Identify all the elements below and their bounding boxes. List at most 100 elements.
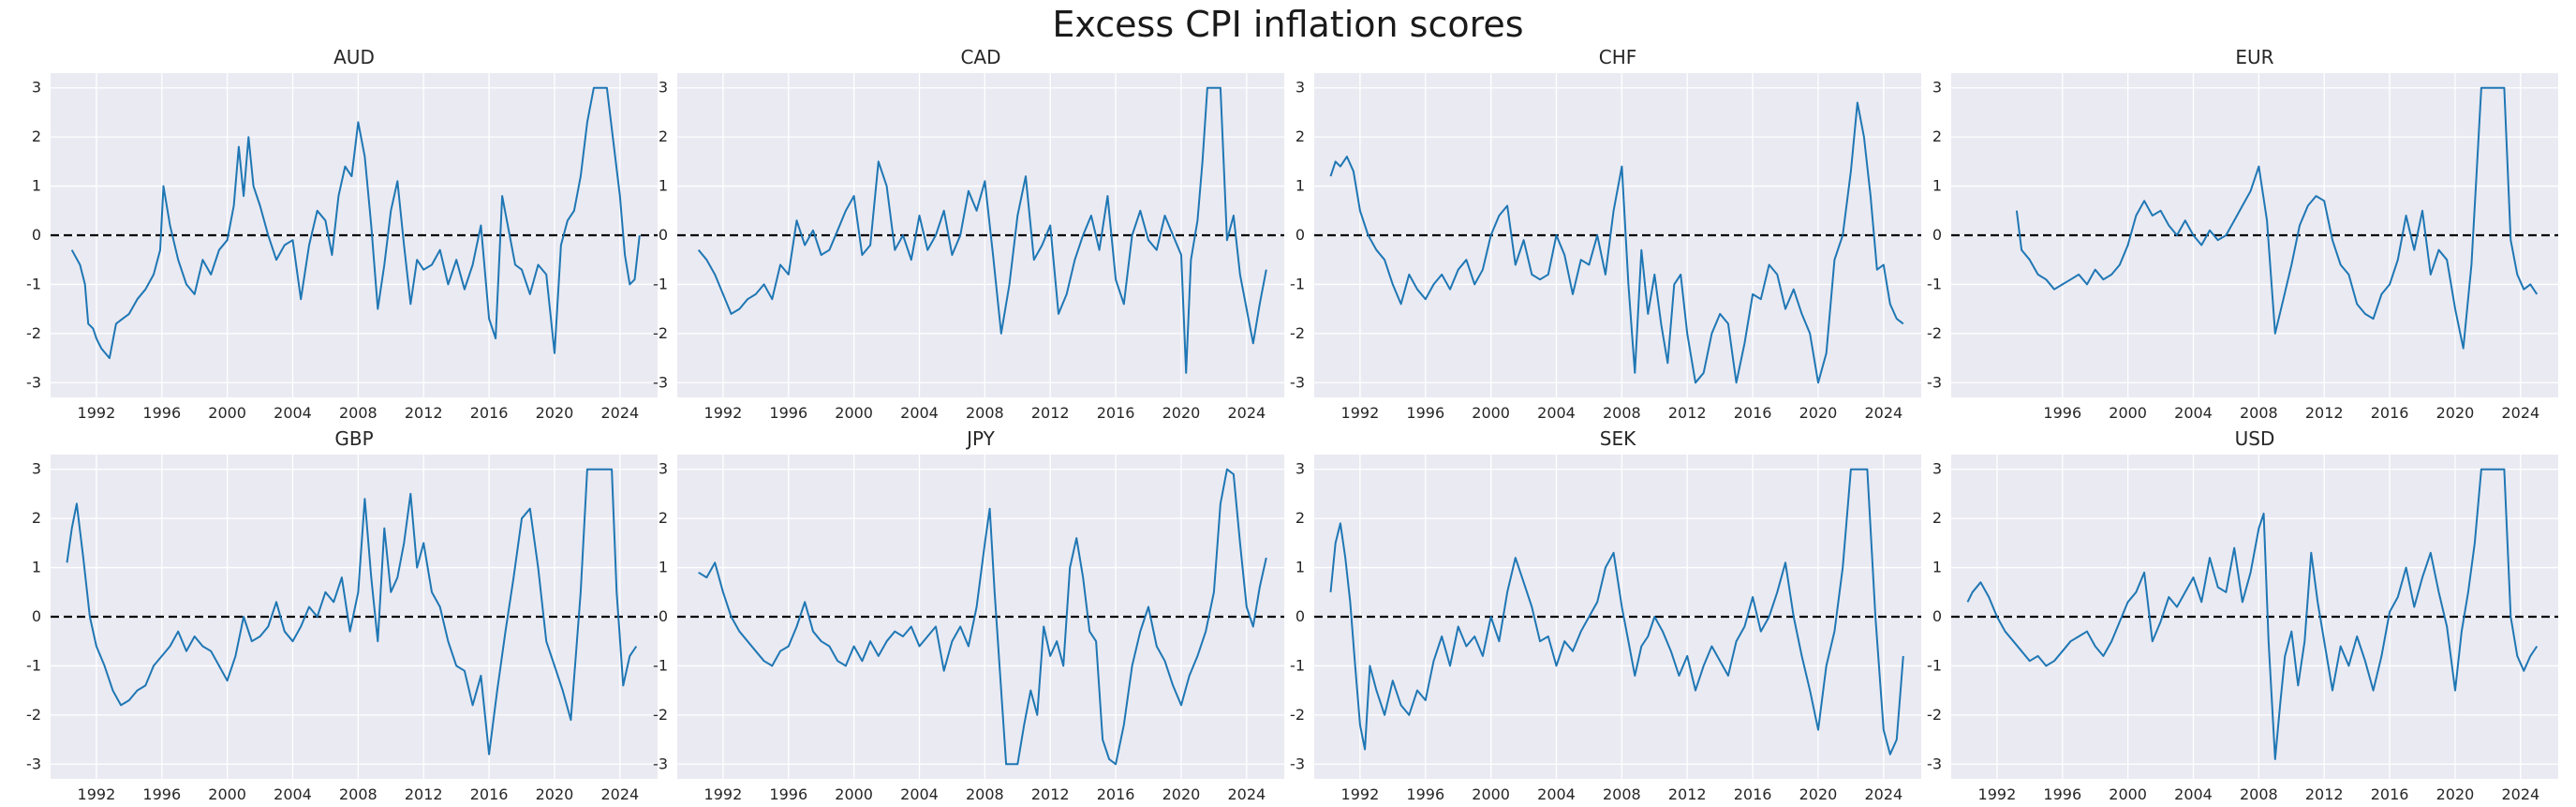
x-tick-label: 2004 (900, 404, 939, 422)
x-tick-label: 1996 (2043, 404, 2081, 422)
y-tick-label: -1 (26, 656, 41, 674)
y-tick-label: -3 (26, 373, 41, 391)
y-tick-label: 2 (1932, 509, 1942, 527)
x-tick-label: 2008 (2240, 404, 2278, 422)
y-tick-label: -2 (1927, 706, 1942, 724)
x-tick-label: 2024 (2501, 785, 2539, 803)
x-tick-label: 2016 (1734, 785, 1772, 803)
y-tick-label: -1 (1290, 275, 1305, 292)
x-tick-label: 1992 (704, 785, 743, 803)
y-tick-label: -2 (1290, 706, 1305, 724)
y-tick-label: 0 (659, 607, 668, 625)
panel-cad: -3 -2 -1 0 1 2 3 1992 1996 2000 2004 2008 2012 2016 20… (653, 46, 1284, 422)
x-tick-label: 2024 (1864, 785, 1902, 803)
x-tick-label: 2008 (339, 785, 378, 803)
series-line (698, 468, 1267, 766)
x-tick-label: 2020 (1162, 404, 1201, 422)
x-tick-label: 2000 (2109, 404, 2147, 422)
series-line (2015, 86, 2539, 350)
x-tick-label: 1992 (1978, 785, 2017, 803)
y-tick-label: 0 (1932, 607, 1942, 625)
y-tick-label: -3 (653, 755, 668, 772)
x-tick-label: 2020 (1799, 785, 1838, 803)
panel-aud: -3 -2 -1 0 1 2 3 1992 1996 2000 2004 2008 2012 2016 20… (26, 46, 658, 422)
x-tick-label: 1992 (78, 404, 116, 422)
panel-title: EUR (2235, 46, 2273, 68)
y-tick-label: -1 (653, 656, 668, 674)
x-tick-label: 2020 (536, 785, 574, 803)
y-tick-label: 3 (32, 460, 41, 478)
y-tick-label: 3 (1932, 460, 1942, 478)
y-tick-label: -3 (1290, 373, 1305, 391)
y-tick-label: 1 (659, 177, 668, 195)
y-tick-label: 3 (32, 79, 41, 97)
y-tick-label: 0 (1932, 226, 1942, 244)
x-tick-label: 2020 (2436, 785, 2475, 803)
x-tick-label: 1996 (769, 785, 807, 803)
x-tick-label: 2004 (274, 404, 312, 422)
panel-title: AUD (333, 46, 375, 68)
y-tick-label: 3 (659, 79, 668, 97)
y-tick-label: 2 (1295, 509, 1305, 527)
x-tick-label: 2004 (2174, 404, 2213, 422)
x-tick-label: 2012 (2305, 404, 2344, 422)
x-tick-label: 2012 (2305, 785, 2344, 803)
y-tick-label: -1 (1290, 656, 1305, 674)
panel-sek: -3 -2 -1 0 1 2 3 1992 1996 2000 2004 2008 2012 2016 20… (1290, 427, 1921, 803)
x-tick-label: 1996 (769, 404, 807, 422)
y-tick-label: 1 (1295, 559, 1305, 576)
x-tick-label: 2000 (835, 404, 873, 422)
x-tick-label: 1992 (1341, 404, 1380, 422)
y-tick-label: 2 (32, 127, 41, 145)
series-line (1966, 468, 2539, 760)
x-tick-label: 2024 (600, 785, 639, 803)
x-tick-label: 2008 (339, 404, 378, 422)
y-tick-label: -3 (653, 373, 668, 391)
y-tick-label: 2 (659, 509, 668, 527)
panel-jpy: -3 -2 -1 0 1 2 3 1992 1996 2000 2004 2008 2012 2016 20… (653, 427, 1284, 803)
y-tick-label: 2 (1295, 127, 1305, 145)
y-tick-label: -3 (1927, 373, 1942, 391)
panel-title: CHF (1599, 46, 1637, 68)
x-tick-label: 2012 (1031, 404, 1070, 422)
x-tick-label: 2012 (1668, 404, 1707, 422)
y-tick-label: -3 (26, 755, 41, 772)
y-tick-label: -2 (26, 706, 41, 724)
x-tick-label: 2016 (470, 785, 509, 803)
x-tick-label: 2000 (208, 785, 246, 803)
y-tick-label: -1 (26, 275, 41, 292)
x-tick-label: 2000 (2109, 785, 2147, 803)
x-tick-label: 2008 (966, 404, 1004, 422)
x-tick-label: 2016 (1097, 785, 1135, 803)
x-tick-label: 2020 (2436, 404, 2475, 422)
panel-chf: -3 -2 -1 0 1 2 3 1992 1996 2000 2004 2008 2012 2016 20… (1290, 46, 1921, 422)
series-line (1329, 101, 1904, 384)
x-tick-label: 2020 (1162, 785, 1201, 803)
x-tick-label: 2008 (1603, 404, 1641, 422)
x-tick-label: 2004 (274, 785, 312, 803)
x-tick-label: 2012 (405, 404, 443, 422)
x-tick-label: 1996 (142, 404, 181, 422)
series-line (697, 86, 1267, 374)
panel-title: CAD (960, 46, 1000, 68)
x-tick-label: 2012 (1031, 785, 1070, 803)
x-tick-label: 2020 (1799, 404, 1838, 422)
y-tick-label: 3 (1295, 460, 1305, 478)
y-tick-label: -1 (1927, 656, 1942, 674)
panel-eur: -3 -2 -1 0 1 2 3 1996 2000 2004 2008 2012 2016 2020 20… (1927, 46, 2558, 422)
x-tick-label: 2016 (1734, 404, 1772, 422)
x-tick-label: 2012 (1668, 785, 1707, 803)
panel-gbp: -3 -2 -1 0 1 2 3 1992 1996 2000 2004 2008 2012 2016 20… (26, 427, 658, 803)
y-tick-label: 3 (659, 460, 668, 478)
y-tick-label: 0 (1295, 226, 1305, 244)
y-tick-label: -2 (26, 324, 41, 342)
x-tick-label: 2012 (405, 785, 443, 803)
x-tick-label: 2004 (900, 785, 939, 803)
x-tick-label: 2024 (600, 404, 639, 422)
panel-title: SEK (1600, 427, 1636, 450)
x-tick-label: 2024 (1227, 785, 1266, 803)
x-tick-label: 2008 (1603, 785, 1641, 803)
y-tick-label: 0 (659, 226, 668, 244)
x-tick-label: 1992 (704, 404, 743, 422)
